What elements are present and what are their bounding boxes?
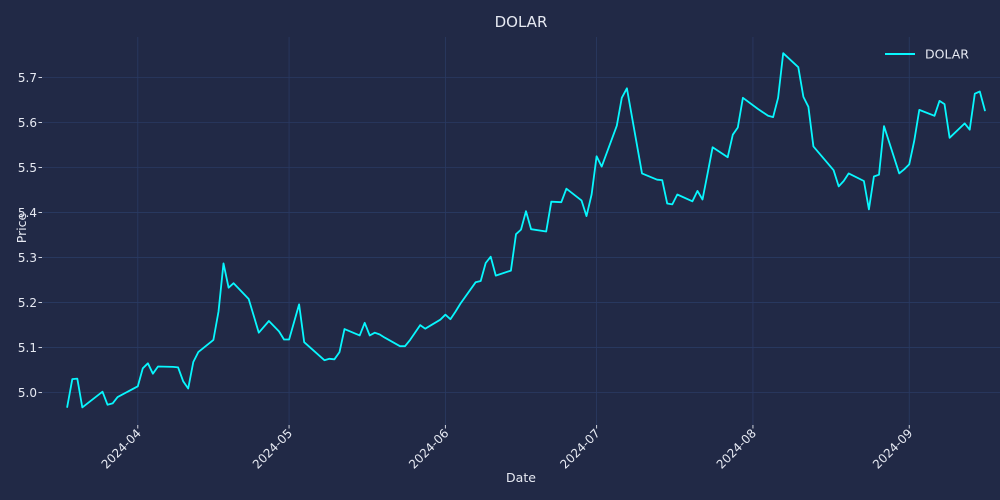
y-tick-label: 5.3: [18, 251, 37, 265]
x-tick-label: 2024-08: [714, 426, 759, 471]
y-tick-label: 5.5: [18, 161, 37, 175]
series-layer: [66, 52, 986, 409]
x-tick-label: 2024-09: [870, 426, 915, 471]
x-tick-label: 2024-04: [99, 426, 144, 471]
grid: [42, 37, 1000, 425]
y-tick-label: 5.0: [18, 386, 37, 400]
axis-ticks: 5.0 5.1 5.2 5.3 5.4 5.5 5.6 5.7 2024-04 2024-05 20…: [18, 71, 915, 472]
y-axis-label: Price: [14, 212, 29, 243]
y-tick-label: 5.2: [18, 296, 37, 310]
x-tick-label: 2024-05: [250, 426, 295, 471]
y-tick-label: 5.7: [18, 71, 37, 85]
y-tick-label: 5.1: [18, 341, 37, 355]
y-tick-label: 5.4: [18, 206, 37, 220]
x-axis-label: Date: [506, 470, 536, 485]
chart-title: DOLAR: [495, 13, 548, 31]
y-tick-label: 5.6: [18, 116, 37, 130]
x-tick-label: 2024-07: [557, 426, 602, 471]
legend-label: DOLAR: [925, 47, 969, 62]
series-line-dolar: [66, 52, 986, 409]
x-tick-label: 2024-06: [406, 426, 451, 471]
legend: DOLAR: [885, 47, 969, 62]
